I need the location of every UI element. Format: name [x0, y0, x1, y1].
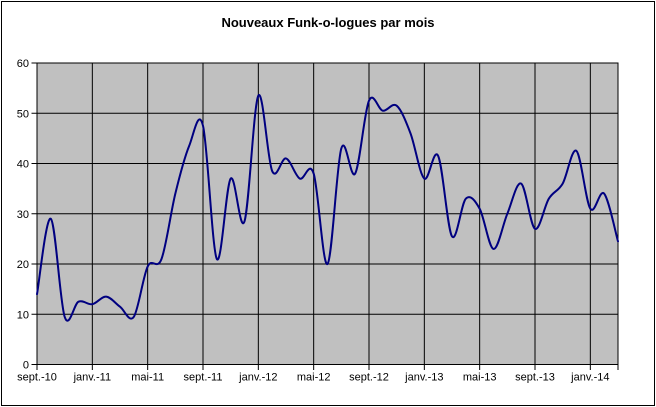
- y-axis-label: 40: [17, 159, 29, 171]
- data-series-line: [36, 94, 619, 322]
- x-axis-label: sept.-13: [515, 372, 555, 384]
- x-axis-label: sept.-11: [184, 372, 223, 384]
- y-axis-label: 20: [17, 259, 29, 271]
- x-axis-label: mai-11: [131, 372, 164, 384]
- x-axis-label: sept.-10: [17, 372, 57, 384]
- y-axis-label: 60: [17, 58, 29, 70]
- x-axis-label: mai-13: [463, 372, 497, 384]
- x-axis-label: janv.-13: [404, 372, 443, 384]
- x-axis-label: janv.-12: [238, 372, 277, 384]
- y-axis-label: 50: [17, 108, 29, 120]
- axis-ticks: [31, 62, 619, 370]
- x-axis-label: janv.-14: [570, 372, 609, 384]
- y-axis-labels: 0 10 20 30 40 50 60: [17, 58, 29, 372]
- x-axis-labels: sept.-10 janv.-11 mai-11 sept.-11 janv.-12 ma…: [17, 372, 609, 384]
- y-axis-label: 30: [17, 209, 29, 221]
- x-axis-label: janv.-11: [73, 372, 112, 384]
- x-axis-label: sept.-12: [349, 372, 389, 384]
- y-axis-label: 10: [17, 309, 29, 321]
- y-axis-label: 0: [23, 360, 29, 372]
- gridlines: [37, 63, 618, 365]
- chart-title: Nouveaux Funk-o-logues par mois: [221, 15, 434, 30]
- x-axis-label: mai-12: [297, 372, 331, 384]
